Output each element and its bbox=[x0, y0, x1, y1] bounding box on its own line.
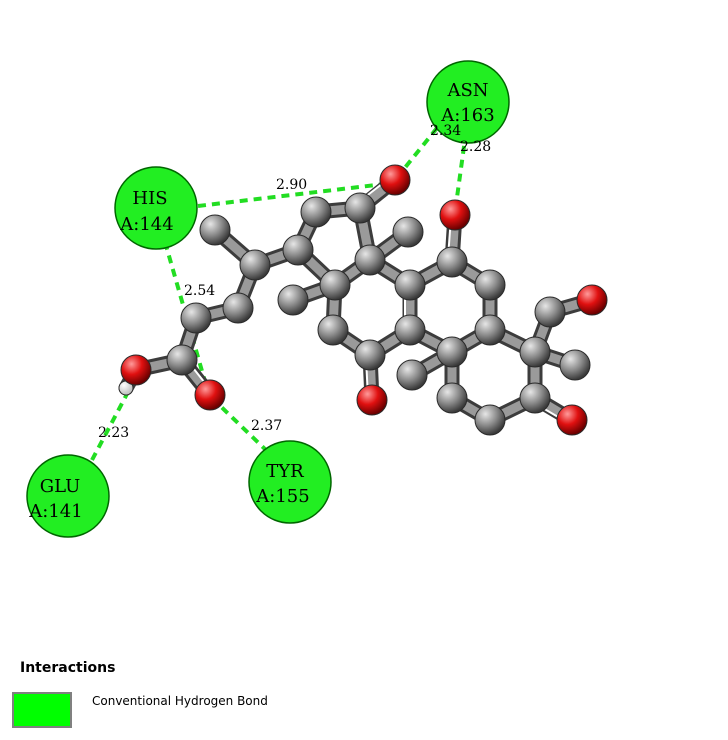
carbon-atom bbox=[396, 359, 428, 391]
distance-asn-o1: 2.34 bbox=[430, 123, 461, 139]
residue-tyr-id: A:155 bbox=[255, 486, 309, 507]
hbond-asn-o1 bbox=[393, 126, 439, 182]
oxygen-atom bbox=[556, 404, 588, 436]
oxygen-atom bbox=[120, 354, 152, 386]
hbond-lines bbox=[90, 126, 468, 461]
carbon-atom bbox=[474, 404, 506, 436]
carbon-atom bbox=[394, 314, 426, 346]
carbon-atom bbox=[300, 196, 332, 228]
residue-glu: GLU A:141 bbox=[26, 454, 110, 538]
carbon-atom bbox=[222, 292, 254, 324]
residue-his-id: A:144 bbox=[119, 214, 173, 235]
ligand-atoms bbox=[118, 164, 608, 436]
legend-title: Interactions bbox=[20, 660, 116, 676]
carbon-atom bbox=[436, 382, 468, 414]
oxygen-atom bbox=[356, 384, 388, 416]
carbon-atom bbox=[474, 269, 506, 301]
carbon-atom bbox=[317, 314, 349, 346]
carbon-atom bbox=[319, 269, 351, 301]
oxygen-atom bbox=[379, 164, 411, 196]
carbon-atom bbox=[519, 336, 551, 368]
residue-tyr: TYR A:155 bbox=[248, 440, 332, 524]
residue-glu-name: GLU bbox=[40, 476, 81, 497]
carbon-atom bbox=[180, 302, 212, 334]
oxygen-atom bbox=[194, 379, 226, 411]
hbond-his-o3 bbox=[163, 241, 210, 393]
oxygen-atom bbox=[439, 199, 471, 231]
distance-his-o3: 2.54 bbox=[184, 283, 215, 299]
hbond-his-o1 bbox=[197, 181, 394, 208]
carbon-atom bbox=[199, 214, 231, 246]
residue-asn-name: ASN bbox=[446, 80, 488, 101]
carbon-atom bbox=[282, 234, 314, 266]
distance-labels: 2.34 2.28 2.90 2.54 2.23 2.37 bbox=[98, 123, 491, 441]
residue-his: HIS A:144 bbox=[114, 166, 198, 250]
residue-tyr-name: TYR bbox=[266, 461, 304, 482]
carbon-atom bbox=[534, 296, 566, 328]
carbon-atom bbox=[277, 284, 309, 316]
carbon-atom bbox=[344, 192, 376, 224]
residue-his-name: HIS bbox=[132, 188, 167, 209]
carbon-atom bbox=[354, 244, 386, 276]
residue-asn: ASN A:163 bbox=[426, 60, 510, 144]
carbon-atom bbox=[166, 344, 198, 376]
carbon-atom bbox=[354, 339, 386, 371]
legend-hbond-swatch bbox=[12, 692, 72, 728]
carbon-atom bbox=[436, 246, 468, 278]
residue-asn-id: A:163 bbox=[440, 105, 494, 126]
distance-his-o1: 2.90 bbox=[276, 177, 307, 193]
carbon-atom bbox=[239, 249, 271, 281]
carbon-atom bbox=[392, 216, 424, 248]
carbon-atom bbox=[559, 349, 591, 381]
carbon-atom bbox=[519, 382, 551, 414]
carbon-atom bbox=[394, 269, 426, 301]
distance-asn-o2: 2.28 bbox=[460, 139, 491, 155]
oxygen-atom bbox=[576, 284, 608, 316]
carbon-atom bbox=[474, 314, 506, 346]
distance-glu-o4: 2.23 bbox=[98, 425, 129, 441]
residue-glu-id: A:141 bbox=[28, 501, 82, 522]
legend-hbond-label: Conventional Hydrogen Bond bbox=[92, 694, 268, 708]
carbon-atom bbox=[436, 336, 468, 368]
distance-tyr-o3: 2.37 bbox=[251, 418, 282, 434]
